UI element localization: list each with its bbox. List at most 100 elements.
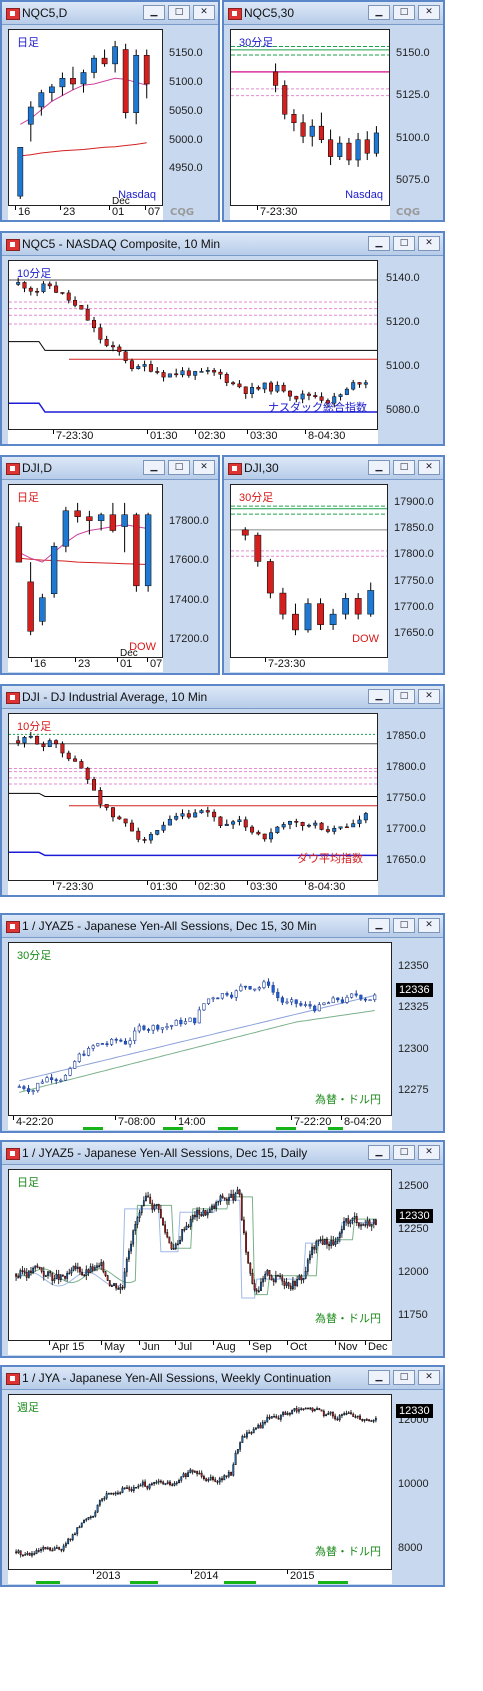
window-titlebar[interactable]: NQC5,30 ▁ □ ✕ <box>224 2 443 25</box>
close-button[interactable]: ✕ <box>418 689 440 704</box>
candlestick <box>112 1492 115 1496</box>
x-tick-label: 01:30 <box>150 430 178 442</box>
x-tick-mark <box>175 1341 176 1345</box>
minimize-button[interactable]: ▁ <box>368 689 390 704</box>
window-titlebar[interactable]: 1 / JYA - Japanese Yen-All Sessions, Wee… <box>2 1367 443 1390</box>
y-axis: 17900.0 17850.0 17800.0 17750.0 17700.0 17650… <box>390 484 442 658</box>
candlestick <box>187 1223 190 1228</box>
close-button[interactable]: ✕ <box>193 460 215 475</box>
maximize-button[interactable]: □ <box>393 689 415 704</box>
candlestick <box>85 766 90 784</box>
x-tick-mark <box>147 881 148 885</box>
candlestick <box>208 1206 211 1213</box>
minimize-button[interactable]: ▁ <box>368 1145 390 1160</box>
chart-plot[interactable]: 日足 DOW <box>8 484 163 658</box>
candlestick <box>68 1268 71 1275</box>
chart-window-dji-daily[interactable]: DJI,D ▁ □ ✕ 日足 DOW 17800.0 17600.0 17400.0 1… <box>0 455 220 675</box>
candlestick <box>76 1527 79 1537</box>
x-tick-mark <box>117 658 118 662</box>
chart-plot[interactable]: 30分足 Nasdaq <box>230 29 390 206</box>
minimize-button[interactable]: ▁ <box>143 460 165 475</box>
window-titlebar[interactable]: 1 / JYAZ5 - Japanese Yen-All Sessions, D… <box>2 915 443 938</box>
candlestick <box>334 1237 337 1247</box>
x-tick-mark <box>93 1570 94 1574</box>
cqg-app-icon <box>6 8 20 20</box>
minimize-button[interactable]: ▁ <box>368 236 390 251</box>
chart-window-jyaz5-30min[interactable]: 1 / JYAZ5 - Japanese Yen-All Sessions, D… <box>0 913 445 1133</box>
candlestick <box>325 1413 328 1417</box>
chart-window-jya-weekly[interactable]: 1 / JYA - Japanese Yen-All Sessions, Wee… <box>0 1365 445 1587</box>
candlestick <box>237 380 242 389</box>
maximize-button[interactable]: □ <box>393 1145 415 1160</box>
maximize-button[interactable]: □ <box>393 918 415 933</box>
maximize-button[interactable]: □ <box>393 1370 415 1385</box>
chart-window-nasdaq-10min[interactable]: NQC5 - NASDAQ Composite, 10 Min ▁ □ ✕ 10… <box>0 231 445 446</box>
candlestick <box>275 381 280 393</box>
candlestick <box>355 1213 358 1227</box>
candlestick <box>283 1278 286 1290</box>
chart-plot[interactable]: 10分足 ダウ平均指数 <box>8 713 378 881</box>
maximize-button[interactable]: □ <box>393 236 415 251</box>
y-tick-label: 10000 <box>398 1478 429 1491</box>
chart-plot[interactable]: 日足 為替・ドル円 <box>8 1169 392 1341</box>
candlestick <box>106 1274 109 1282</box>
window-titlebar[interactable]: DJI,30 ▁ □ ✕ <box>224 457 443 480</box>
candlestick <box>326 1001 331 1005</box>
minimize-button[interactable]: ▁ <box>143 5 165 20</box>
candlestick <box>353 1212 356 1223</box>
candlestick <box>205 367 210 375</box>
candlestick <box>357 382 362 388</box>
candlestick <box>15 1549 18 1555</box>
candlestick <box>155 829 160 836</box>
close-button[interactable]: ✕ <box>418 1145 440 1160</box>
window-titlebar[interactable]: NQC5,D ▁ □ ✕ <box>2 2 218 25</box>
chart-window-nqc5-daily[interactable]: NQC5,D ▁ □ ✕ 日足 Nasdaq 5150.0 5100.0 5050.0… <box>0 0 220 222</box>
y-tick-label: 8000 <box>398 1542 423 1555</box>
maximize-button[interactable]: □ <box>393 5 415 20</box>
chart-window-dji-10min[interactable]: DJI - DJ Industrial Average, 10 Min ▁ □ … <box>0 684 445 897</box>
candlestick <box>177 1240 179 1246</box>
candlestick <box>136 1216 139 1229</box>
chart-window-nqc5-30[interactable]: NQC5,30 ▁ □ ✕ 30分足 Nasdaq 5150.0 5125.0 510… <box>222 0 445 222</box>
y-tick-label: 5120.0 <box>386 316 420 328</box>
chart-window-jyaz5-daily[interactable]: 1 / JYAZ5 - Japanese Yen-All Sessions, D… <box>0 1140 445 1358</box>
close-button[interactable]: ✕ <box>418 236 440 251</box>
candlestick <box>150 1482 153 1487</box>
window-titlebar[interactable]: DJI - DJ Industrial Average, 10 Min ▁ □ … <box>2 686 443 709</box>
minimize-button[interactable]: ▁ <box>368 1370 390 1385</box>
chart-plot[interactable]: 30分足 為替・ドル円 <box>8 942 392 1116</box>
chart-plot[interactable]: 30分足 DOW <box>230 484 388 658</box>
candlestick <box>291 109 297 132</box>
close-button[interactable]: ✕ <box>193 5 215 20</box>
maximize-button[interactable]: □ <box>168 5 190 20</box>
close-button[interactable]: ✕ <box>418 5 440 20</box>
candlestick <box>248 1429 251 1434</box>
chart-plot[interactable]: 10分足 ナスダック総合指数 <box>8 260 378 430</box>
x-tick-mark <box>305 881 306 885</box>
chart-window-dji-30[interactable]: DJI,30 ▁ □ ✕ 30分足 DOW 17900.0 17850.0 17800… <box>222 455 445 675</box>
maximize-button[interactable]: □ <box>393 460 415 475</box>
minimize-button[interactable]: ▁ <box>368 460 390 475</box>
close-button[interactable]: ✕ <box>418 1370 440 1385</box>
chart-plot[interactable]: 日足 Nasdaq <box>8 29 163 206</box>
close-button[interactable]: ✕ <box>418 918 440 933</box>
moving-average-line <box>18 557 149 565</box>
maximize-button[interactable]: □ <box>168 460 190 475</box>
minimize-button[interactable]: ▁ <box>368 5 390 20</box>
candlestick <box>142 360 147 372</box>
candlestick <box>179 1235 181 1245</box>
x-tick-label: 07 <box>150 658 163 670</box>
window-titlebar[interactable]: DJI,D ▁ □ ✕ <box>2 457 218 480</box>
candlestick <box>355 132 361 167</box>
candlestick <box>21 1554 24 1557</box>
x-tick-label: Dec <box>368 1341 388 1353</box>
close-button[interactable]: ✕ <box>418 460 440 475</box>
candlestick <box>46 1546 49 1550</box>
candlestick <box>212 1475 214 1482</box>
window-titlebar[interactable]: 1 / JYAZ5 - Japanese Yen-All Sessions, D… <box>2 1142 443 1165</box>
candlestick <box>87 1268 90 1277</box>
candlestick <box>217 1201 220 1206</box>
minimize-button[interactable]: ▁ <box>368 918 390 933</box>
window-titlebar[interactable]: NQC5 - NASDAQ Composite, 10 Min ▁ □ ✕ <box>2 233 443 256</box>
chart-plot[interactable]: 週足 為替・ドル円 <box>8 1394 392 1570</box>
